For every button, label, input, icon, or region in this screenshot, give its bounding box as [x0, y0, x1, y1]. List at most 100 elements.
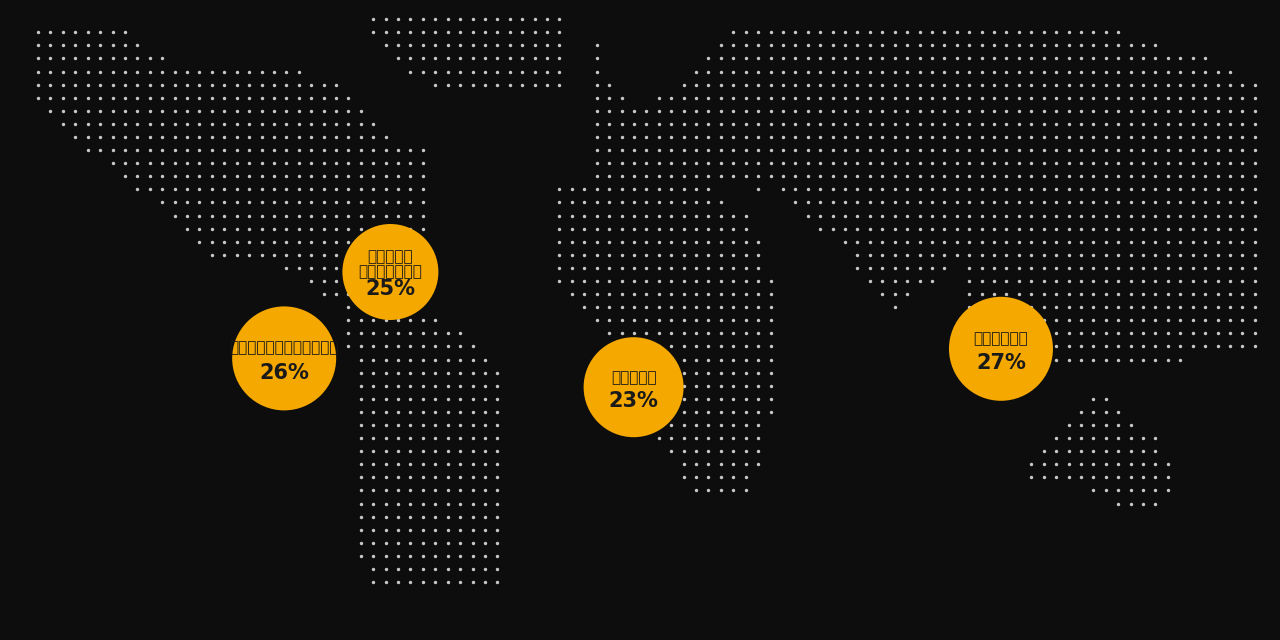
Point: [301, 79, 321, 90]
Point: [177, 184, 197, 195]
Point: [412, 40, 433, 51]
Point: [78, 40, 99, 51]
Point: [412, 171, 433, 181]
Point: [884, 171, 905, 181]
Point: [972, 250, 992, 260]
Point: [699, 459, 719, 469]
Point: [599, 328, 620, 339]
Point: [1146, 158, 1166, 168]
Point: [1046, 446, 1066, 456]
Point: [649, 263, 669, 273]
Point: [1244, 237, 1265, 247]
Point: [1233, 341, 1253, 351]
Point: [636, 145, 657, 156]
Point: [797, 93, 818, 103]
Point: [375, 355, 396, 365]
Point: [177, 93, 197, 103]
Point: [1220, 223, 1240, 234]
Point: [984, 106, 1005, 116]
Point: [934, 158, 955, 168]
Point: [1070, 459, 1091, 469]
Point: [1009, 237, 1029, 247]
Point: [388, 433, 408, 444]
Point: [1157, 315, 1178, 325]
Point: [673, 381, 694, 391]
Point: [586, 250, 607, 260]
Point: [736, 289, 756, 300]
Point: [773, 67, 794, 77]
Point: [699, 485, 719, 495]
Point: [1046, 40, 1066, 51]
Point: [736, 250, 756, 260]
Point: [1233, 328, 1253, 339]
Point: [1120, 420, 1140, 430]
Point: [1133, 40, 1153, 51]
Point: [1233, 119, 1253, 129]
Point: [1033, 459, 1053, 469]
Point: [723, 171, 744, 181]
Point: [375, 564, 396, 574]
Point: [412, 459, 433, 469]
Point: [723, 341, 744, 351]
Point: [214, 132, 234, 142]
Point: [1244, 79, 1265, 90]
Point: [127, 119, 147, 129]
Point: [810, 93, 831, 103]
Point: [488, 433, 508, 444]
Point: [984, 302, 1005, 312]
Point: [934, 250, 955, 260]
Point: [401, 40, 421, 51]
Point: [425, 511, 445, 522]
Point: [959, 276, 979, 286]
Point: [1207, 250, 1228, 260]
Point: [239, 93, 260, 103]
Point: [1046, 145, 1066, 156]
Point: [1207, 211, 1228, 221]
Point: [375, 459, 396, 469]
Point: [251, 184, 271, 195]
Point: [760, 53, 781, 63]
Point: [1009, 106, 1029, 116]
Point: [1108, 289, 1129, 300]
Point: [325, 263, 346, 273]
Point: [649, 223, 669, 234]
Point: [1157, 197, 1178, 207]
Point: [835, 211, 855, 221]
Point: [401, 407, 421, 417]
Point: [959, 93, 979, 103]
Point: [909, 106, 929, 116]
Point: [1046, 459, 1066, 469]
Point: [412, 341, 433, 351]
Point: [1170, 223, 1190, 234]
Point: [462, 407, 483, 417]
Point: [78, 27, 99, 37]
Point: [710, 485, 731, 495]
Point: [736, 106, 756, 116]
Point: [425, 341, 445, 351]
Point: [699, 407, 719, 417]
Point: [649, 119, 669, 129]
Point: [699, 53, 719, 63]
Point: [90, 67, 110, 77]
Point: [810, 119, 831, 129]
Point: [1120, 433, 1140, 444]
Point: [686, 145, 707, 156]
Point: [860, 93, 881, 103]
Point: [972, 145, 992, 156]
Point: [1083, 341, 1103, 351]
Point: [660, 145, 681, 156]
Point: [438, 355, 458, 365]
Point: [1021, 106, 1042, 116]
Point: [536, 67, 557, 77]
Point: [351, 433, 371, 444]
Point: [562, 184, 582, 195]
Point: [872, 93, 892, 103]
Point: [586, 263, 607, 273]
Point: [251, 79, 271, 90]
Point: [959, 119, 979, 129]
Point: [1070, 119, 1091, 129]
Point: [810, 53, 831, 63]
Point: [1009, 328, 1029, 339]
Point: [1059, 211, 1079, 221]
Point: [401, 197, 421, 207]
